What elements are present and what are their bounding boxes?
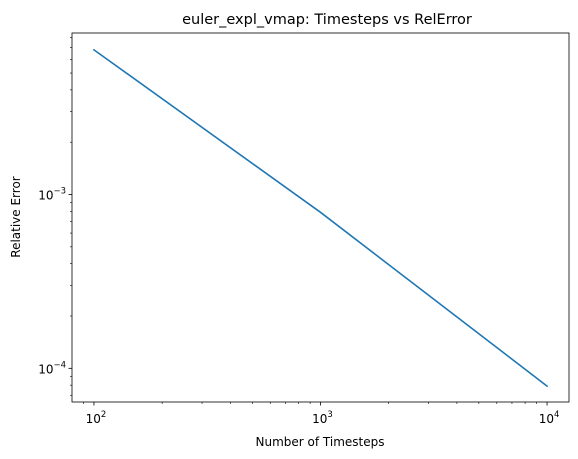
x-tick-label: 104: [539, 410, 560, 426]
y-tick-label: 10−3: [38, 187, 66, 203]
plot-frame: [71, 32, 570, 403]
x-axis-label: Number of Timesteps: [256, 435, 385, 449]
series-layer: [92, 48, 549, 388]
tick-labels: 102 103 104 10−4 10−3: [38, 187, 559, 426]
x-tick-label: 102: [86, 410, 107, 426]
x-tick-label: 103: [312, 410, 333, 426]
series-line: [92, 48, 549, 388]
chart-title: euler_expl_vmap: Timesteps vs RelError: [182, 12, 472, 28]
y-axis-label: Relative Error: [9, 176, 23, 258]
plot-area: [72, 33, 569, 402]
major-ticks: [68, 194, 548, 406]
y-tick-label: 10−4: [38, 360, 66, 376]
